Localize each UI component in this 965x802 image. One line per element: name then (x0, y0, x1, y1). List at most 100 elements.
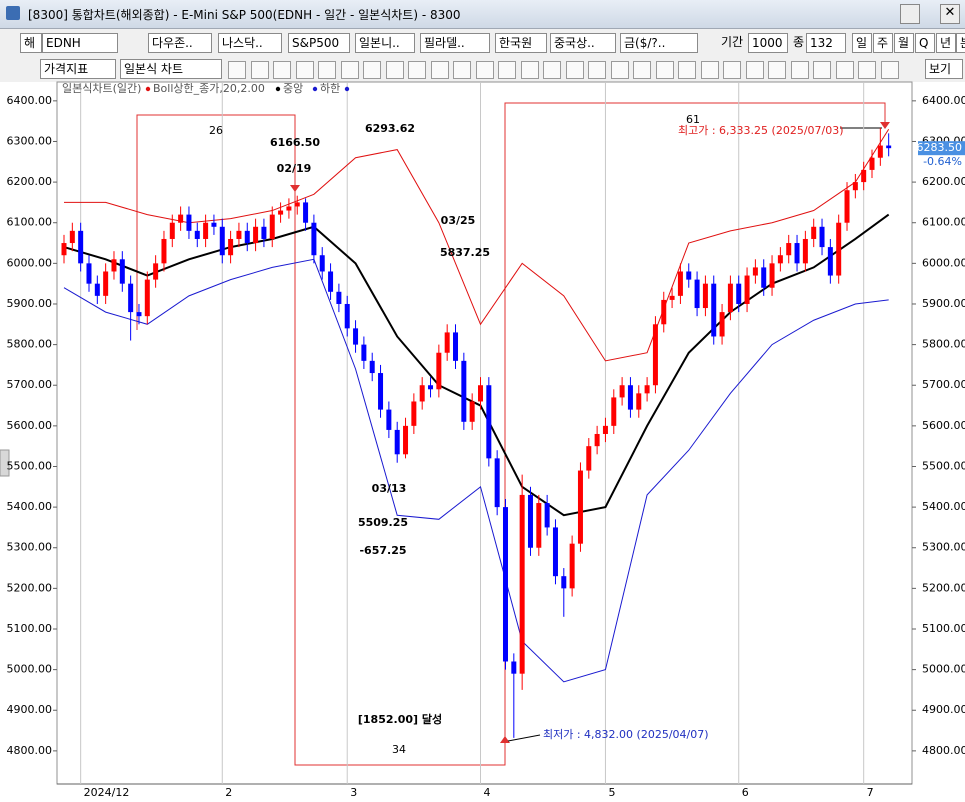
candle-body (577, 470, 583, 544)
candle-body (111, 259, 117, 272)
candle-body (394, 429, 400, 455)
candle-body (536, 503, 542, 548)
last-price-label: 6283.50 (917, 141, 963, 154)
toolbar-item[interactable]: 일 (852, 33, 872, 53)
candle-body (711, 283, 717, 337)
candle-body (619, 385, 625, 398)
toolbar-button[interactable]: 보기 (925, 59, 963, 79)
toolbar-item: 종 (793, 35, 805, 49)
toolbar-item[interactable]: 132 (806, 33, 846, 53)
candle-body (478, 385, 483, 402)
tool-icon[interactable] (408, 61, 426, 79)
candle-body (636, 393, 642, 410)
side-tab[interactable] (0, 449, 10, 477)
y-tick-label-right: 6400.00 (922, 94, 965, 107)
candle-body (94, 283, 100, 296)
tool-icon[interactable] (273, 61, 291, 79)
toolbar-item[interactable]: 한국원 (495, 33, 547, 53)
candle-body (494, 458, 500, 508)
tool-icon[interactable] (318, 61, 336, 79)
tool-icon[interactable] (588, 61, 606, 79)
tool-icon[interactable] (610, 61, 629, 79)
y-tick-label-right: 5800.00 (922, 338, 965, 351)
candle-body (744, 275, 750, 304)
y-tick-label: 5000.00 (7, 663, 53, 676)
toolbar-item[interactable]: 월 (894, 33, 914, 53)
toolbar-item[interactable]: 1000 (748, 33, 788, 53)
toolbar-item[interactable]: 해 (20, 33, 42, 53)
y-tick-label-right: 5900.00 (922, 297, 965, 310)
tool-icon[interactable] (295, 61, 314, 79)
toolbar-item[interactable]: 분 (956, 33, 965, 53)
toolbar-item[interactable]: Q (915, 33, 935, 53)
close-button[interactable]: ✕ (940, 4, 960, 24)
x-tick-label: 6 (742, 786, 749, 799)
tool-icon[interactable] (745, 61, 764, 79)
annotation: 최고가 : 6,333.25 (2025/07/03) (678, 124, 844, 137)
toolbar-button[interactable]: 가격지표 (40, 59, 116, 79)
tool-icon[interactable] (858, 61, 876, 79)
candle-body (244, 230, 250, 244)
tool-icon[interactable] (363, 61, 381, 79)
y-tick-label: 5700.00 (7, 378, 53, 391)
candle-body (502, 507, 508, 662)
tool-icon[interactable] (543, 61, 561, 79)
tool-icon[interactable] (250, 61, 269, 79)
tool-icon[interactable] (453, 61, 471, 79)
y-tick-label: 5100.00 (7, 622, 53, 635)
candle-body (311, 222, 317, 256)
candle-body (761, 267, 767, 288)
tool-icon[interactable] (565, 61, 584, 79)
toolbar-item[interactable]: 금($/?.. (620, 33, 698, 53)
tool-icon[interactable] (768, 61, 786, 79)
tool-icon[interactable] (655, 61, 674, 79)
toolbar-item[interactable]: 나스닥.. (218, 33, 282, 53)
tool-icon[interactable] (678, 61, 696, 79)
toolbar-item[interactable]: 일본니.. (355, 33, 415, 53)
minimize-button[interactable] (900, 4, 920, 24)
y-tick-label-right: 5500.00 (922, 459, 965, 472)
tool-icon[interactable] (835, 61, 854, 79)
toolbar-item[interactable]: S&P500 (288, 33, 350, 53)
arrow (880, 122, 890, 129)
toolbar-button[interactable]: 일본식 차트 (120, 59, 222, 79)
candle-body (278, 210, 284, 215)
candle-body (869, 157, 875, 170)
candle-body (119, 259, 125, 284)
tool-icon[interactable] (700, 61, 719, 79)
tool-icon[interactable] (228, 61, 246, 79)
y-tick-label-right: 5600.00 (922, 419, 965, 432)
tool-icon[interactable] (790, 61, 809, 79)
candle-body (602, 425, 608, 434)
y-tick-label: 6200.00 (7, 175, 53, 188)
toolbar-item[interactable]: 년 (936, 33, 956, 53)
toolbar-item[interactable]: 필라델.. (420, 33, 490, 53)
candle-body (294, 202, 300, 207)
tool-icon[interactable] (880, 61, 899, 79)
tool-icon[interactable] (430, 61, 449, 79)
toolbar-item[interactable]: 중국상.. (550, 33, 616, 53)
tool-icon[interactable] (475, 61, 494, 79)
annotation: -657.25 (359, 544, 406, 557)
toolbar-item[interactable]: 주 (873, 33, 893, 53)
tool-icon[interactable] (723, 61, 741, 79)
candle-body (153, 263, 159, 280)
candle-body (819, 226, 825, 248)
tool-icon[interactable] (813, 61, 831, 79)
legend-dot (275, 86, 281, 92)
candle-body (844, 190, 850, 223)
toolbar-item[interactable]: EDNH (42, 33, 118, 53)
candle-body (203, 222, 209, 239)
annotation: 5837.25 (440, 246, 490, 259)
tool-icon[interactable] (633, 61, 651, 79)
y-tick-label: 5300.00 (7, 541, 53, 554)
tool-icon[interactable] (498, 61, 516, 79)
toolbar-item[interactable]: 다우존.. (148, 33, 212, 53)
tool-icon[interactable] (340, 61, 359, 79)
candle-body (527, 494, 533, 548)
tool-icon[interactable] (520, 61, 539, 79)
tool-icon[interactable] (385, 61, 404, 79)
y-tick-label: 5800.00 (7, 338, 53, 351)
candle-body (319, 255, 325, 272)
